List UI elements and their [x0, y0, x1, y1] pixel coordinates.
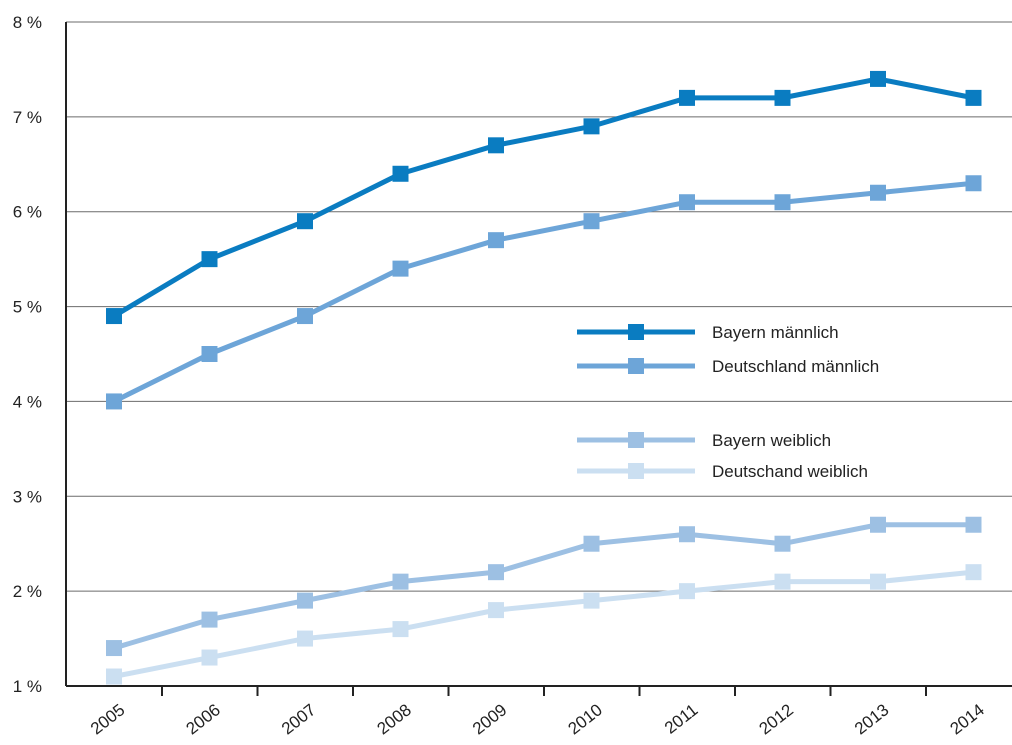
y-tick-labels: 1 % 2 % 3 % 4 % 5 % 6 % 7 % 8 % — [13, 13, 42, 696]
series-line — [113, 522, 974, 651]
legend-item: Deutschand weiblich — [577, 462, 868, 481]
data-point — [679, 526, 695, 543]
data-point — [201, 611, 218, 628]
data-point — [201, 346, 218, 362]
data-point — [392, 573, 409, 590]
data-point — [297, 213, 313, 230]
legend-marker — [628, 463, 644, 479]
data-point — [297, 592, 313, 609]
legend-label: Bayern männlich — [712, 323, 839, 342]
legend-item: Bayern weiblich — [577, 431, 831, 450]
x-tick-label: 2007 — [278, 700, 320, 738]
data-point — [774, 89, 791, 106]
legend-marker — [628, 358, 644, 374]
data-point — [870, 70, 886, 87]
data-point — [679, 89, 695, 106]
grid-lines — [66, 21, 1012, 592]
data-point — [297, 630, 313, 647]
y-tick-label: 6 % — [13, 203, 42, 222]
data-point — [583, 592, 600, 609]
series-2 — [106, 516, 982, 657]
series-3 — [106, 564, 982, 685]
series-line — [112, 76, 974, 319]
data-point — [392, 165, 409, 182]
data-point — [965, 516, 982, 533]
x-tick-label: 2010 — [564, 700, 606, 738]
data-point — [774, 535, 791, 552]
series-line — [113, 569, 974, 679]
data-point — [488, 137, 504, 154]
data-point — [965, 564, 982, 581]
data-point — [774, 573, 791, 590]
y-tick-label: 8 % — [13, 13, 42, 32]
data-point — [201, 649, 218, 666]
data-point — [965, 175, 982, 192]
data-point — [488, 232, 504, 249]
legend-label: Deutschand weiblich — [712, 462, 868, 481]
data-point — [870, 184, 886, 201]
data-point — [583, 118, 600, 135]
axes — [65, 22, 1012, 687]
series-1 — [106, 175, 982, 410]
x-tick-label: 2008 — [373, 700, 415, 738]
x-tick-label: 2011 — [661, 700, 702, 737]
data-point — [106, 668, 122, 685]
data-point — [392, 260, 409, 277]
data-point — [679, 194, 695, 211]
x-tick-label: 2009 — [469, 700, 511, 738]
x-tick-labels: 2005 2006 2007 2008 2009 2010 2011 2012 2013 2014 — [87, 686, 988, 738]
data-point — [870, 516, 886, 533]
legend-label: Bayern weiblich — [712, 431, 831, 450]
data-point — [583, 535, 600, 552]
data-point — [583, 213, 600, 230]
data-point — [774, 194, 791, 211]
y-tick-label: 5 % — [13, 298, 42, 317]
data-point — [201, 251, 218, 268]
data-point — [488, 564, 504, 581]
data-point — [106, 640, 122, 657]
data-point — [965, 89, 982, 106]
data-point — [392, 621, 409, 638]
y-tick-label: 3 % — [13, 487, 42, 506]
data-point — [106, 308, 122, 325]
data-point — [679, 583, 695, 600]
legend-item: Bayern männlich — [577, 323, 839, 342]
x-tick-label: 2013 — [851, 700, 893, 738]
y-tick-label: 4 % — [13, 392, 42, 411]
y-tick-label: 1 % — [13, 677, 42, 696]
data-point — [488, 602, 504, 619]
series-line — [112, 180, 974, 404]
legend: Bayern männlich Deutschland männlich Bayer… — [577, 323, 879, 481]
x-tick-label: 2005 — [87, 700, 129, 738]
legend-marker — [628, 324, 644, 340]
y-tick-label: 7 % — [13, 108, 42, 127]
data-point — [297, 308, 313, 325]
legend-item: Deutschland männlich — [577, 357, 879, 376]
data-point — [870, 573, 886, 590]
x-tick-label: 2012 — [755, 700, 797, 738]
x-tick-label: 2006 — [182, 700, 224, 738]
legend-marker — [628, 432, 644, 448]
series-0 — [106, 70, 982, 325]
legend-label: Deutschland männlich — [712, 357, 879, 376]
series — [106, 70, 982, 685]
x-tick-label: 2014 — [946, 700, 988, 738]
y-tick-label: 2 % — [13, 582, 42, 601]
data-point — [106, 393, 122, 410]
